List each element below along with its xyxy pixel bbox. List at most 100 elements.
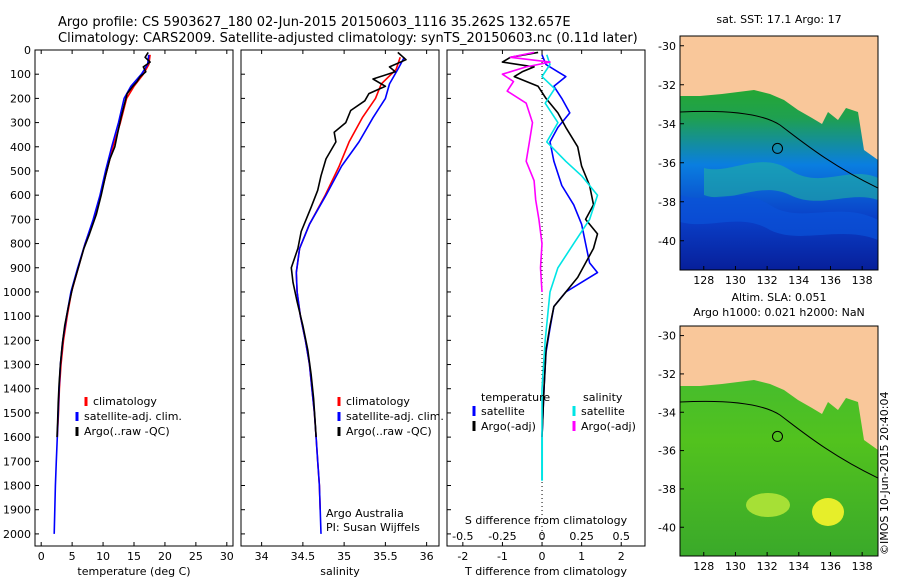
x-tick-label-top: -0.25: [488, 530, 516, 543]
map-y-tick-label: -34: [658, 406, 676, 419]
map-y-tick-label: -38: [658, 483, 676, 496]
sst-bathymetry-contour: [680, 110, 878, 189]
legend-label-s-satellite: satellite: [581, 405, 625, 418]
sla-bathymetry-contour: [680, 400, 878, 479]
sst-map: 128 130 132 134 136 138 -30 -32 -34 -36 -38 -40: [658, 35, 879, 287]
sst-map-frame: [679, 35, 879, 271]
y-tick-label: 500: [10, 165, 31, 178]
sla-map: 128 130 132 134 136 138 -30 -32 -34 -36 -38 -40: [658, 325, 879, 573]
x-tick-label: 10: [96, 550, 110, 563]
x-tick-label: 2: [618, 550, 625, 563]
map-x-tick-label: 128: [693, 560, 714, 573]
map-x-tick-label: 134: [788, 560, 809, 573]
legend-label-climatology: climatology: [93, 395, 157, 408]
series-line-argo: [290, 51, 407, 438]
y-tick-label: 1000: [3, 286, 31, 299]
y-tick-label: 1600: [3, 431, 31, 444]
y-tick-label: 100: [10, 68, 31, 81]
legend-label-satellite: satellite-adj. clim.: [84, 410, 182, 423]
x-tick-label: 0: [38, 550, 45, 563]
temperature-axes: [34, 49, 234, 547]
map-y-tick-label: -30: [658, 40, 676, 53]
salinity-axes: [240, 49, 440, 547]
legend-label-satellite: satellite-adj. clim.: [346, 410, 444, 423]
temperature-plot: 0 5 10 15 20 25 300100200300400500600700800900…: [3, 44, 234, 563]
map-x-tick-label: 134: [788, 274, 809, 287]
sla-map-frame: [679, 325, 879, 557]
sst-land-australia: [680, 36, 878, 160]
imos-timestamp-stamp: ©IMOS 10-Jun-2015 20:40:04: [878, 391, 891, 555]
sla-high-anomaly: [812, 498, 844, 526]
map-y-tick-label: -34: [658, 118, 676, 131]
legend-label-t-argo: Argo(-adj): [481, 420, 536, 433]
y-tick-label: 1700: [3, 455, 31, 468]
title-line-1: Argo profile: CS 5903627_180 02-Jun-2015…: [58, 15, 571, 30]
series-line-S-satellite: [541, 54, 599, 438]
x-tick-label-top: 0.5: [612, 530, 630, 543]
y-tick-label: 600: [10, 189, 31, 202]
x-tick-label-top: 0.25: [569, 530, 594, 543]
x-tick-label: 0: [539, 550, 546, 563]
xlabel-top-s-difference: S difference from climatology: [465, 514, 628, 527]
map-x-tick-label: 132: [757, 274, 778, 287]
x-tick-label: 34: [255, 550, 269, 563]
series-line-satellite: [295, 56, 406, 534]
map-x-tick-label: 136: [820, 560, 841, 573]
x-tick-label: -1: [497, 550, 508, 563]
y-tick-label: 800: [10, 238, 31, 251]
xlabel-difference: T difference from climatology: [464, 565, 627, 578]
difference-plot: -2 -1 0 1 2 -0.5 -0.25 0 0.25 0.5: [447, 49, 630, 563]
x-tick-label: 30: [220, 550, 234, 563]
salinity-legend: climatology satellite-adj. clim. Argo(..…: [326, 395, 444, 534]
y-tick-label: 400: [10, 141, 31, 154]
y-tick-label: 1200: [3, 334, 31, 347]
x-tick-label: 15: [127, 550, 141, 563]
map-x-tick-label: 128: [693, 274, 714, 287]
map-x-tick-label: 130: [725, 560, 746, 573]
map-y-tick-label: -40: [658, 521, 676, 534]
sla-argo-position-marker: [772, 430, 783, 442]
series-line-argo: [56, 51, 151, 438]
sla-land-australia: [680, 326, 878, 450]
legend-label-climatology: climatology: [346, 395, 410, 408]
sst-argo-position-marker: [772, 142, 783, 154]
x-tick-label: 25: [189, 550, 203, 563]
x-tick-label: 20: [158, 550, 172, 563]
x-tick-label: -2: [457, 550, 468, 563]
y-tick-label: 900: [10, 262, 31, 275]
y-tick-label: 200: [10, 92, 31, 105]
x-tick-label-top: 0: [539, 530, 546, 543]
x-tick-label: 35: [337, 550, 351, 563]
annotation-argo-australia: Argo Australia: [326, 507, 404, 520]
y-tick-label: 1500: [3, 407, 31, 420]
sla-map-ticks: 128 130 132 134 136 138 -30 -32 -34 -36 -38 -40: [658, 330, 873, 573]
map-x-tick-label: 136: [820, 274, 841, 287]
map-y-tick-label: -40: [658, 235, 676, 248]
salinity-plot: 34 34.5 35 35.5 36: [241, 49, 434, 563]
x-tick-label: 5: [69, 550, 76, 563]
map-x-tick-label: 132: [757, 560, 778, 573]
sla-anomaly-patch: [746, 493, 790, 517]
y-tick-label: 1800: [3, 480, 31, 493]
y-tick-label: 1400: [3, 383, 31, 396]
annotation-pi: PI: Susan Wijffels: [326, 521, 420, 534]
map-y-tick-label: -30: [658, 330, 676, 343]
difference-legend: temperature salinity satellite Argo(-adj…: [465, 391, 636, 527]
x-tick-label: 36: [420, 550, 434, 563]
y-tick-label: 0: [24, 44, 31, 57]
sla-map-title-2: Argo h1000: 0.021 h2000: NaN: [693, 306, 865, 319]
legend-title-salinity: salinity: [583, 391, 623, 404]
y-tick-label: 1900: [3, 504, 31, 517]
map-y-tick-label: -32: [658, 79, 676, 92]
x-tick-label: 34.5: [291, 550, 316, 563]
y-tick-label: 1300: [3, 359, 31, 372]
map-x-tick-label: 138: [852, 274, 873, 287]
map-x-tick-label: 138: [852, 560, 873, 573]
y-tick-label: 300: [10, 117, 31, 130]
sst-map-title: sat. SST: 17.1 Argo: 17: [716, 13, 841, 26]
y-tick-label: 700: [10, 213, 31, 226]
temperature-legend: climatology satellite-adj. clim. Argo(..…: [75, 395, 182, 438]
sst-map-ticks: 128 130 132 134 136 138 -30 -32 -34 -36 -38 -40: [658, 40, 873, 287]
series-line-S-argo: [501, 51, 551, 293]
